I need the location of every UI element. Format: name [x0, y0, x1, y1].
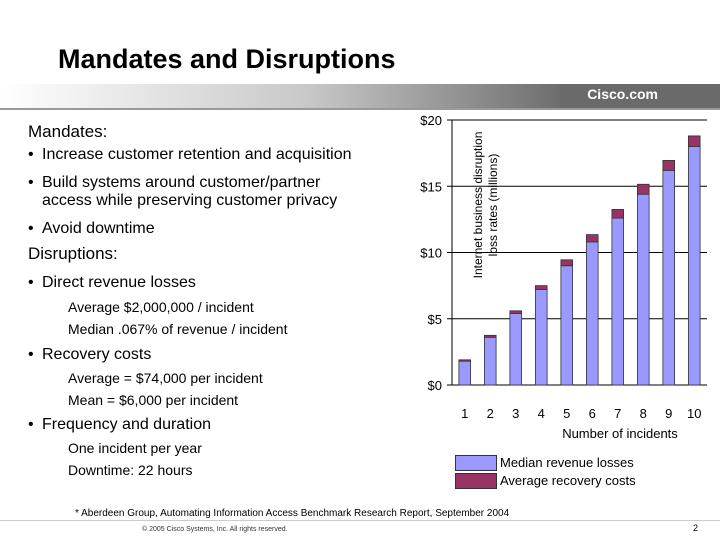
disruption-item-1: • Direct revenue losses — [28, 274, 196, 292]
bar-revenue-loss — [662, 169, 676, 386]
bar-revenue-loss — [611, 217, 625, 386]
bar-recovery-cost — [611, 209, 625, 219]
disruption-3-sub-1: One incident per year — [68, 440, 202, 456]
bullet-icon: • — [28, 346, 34, 363]
bar-recovery-cost — [560, 259, 574, 267]
mandates-heading: Mandates: — [28, 122, 108, 141]
bar-recovery-cost — [636, 183, 650, 195]
y-axis-title-line2: loss rates (millions) — [486, 154, 500, 257]
mandate-item-3: • Avoid downtime — [28, 220, 155, 238]
bar-recovery-cost — [534, 285, 548, 290]
legend-swatch-recovery — [455, 473, 497, 489]
bar-recovery-cost — [509, 310, 523, 314]
disruption-item-1-text: Direct revenue losses — [42, 274, 196, 291]
mandate-item-2: • Build systems around customer/partner — [28, 174, 320, 192]
bar-revenue-loss — [509, 313, 523, 386]
bar-recovery-cost — [458, 359, 472, 362]
x-tick-label: 4 — [538, 406, 545, 421]
bullet-icon: • — [28, 274, 34, 291]
bar-recovery-cost — [687, 135, 701, 147]
x-tick-label: 6 — [589, 406, 596, 421]
x-tick-label: 2 — [487, 406, 494, 421]
disruption-1-sub-2: Median .067% of revenue / incident — [68, 321, 288, 337]
copyright: © 2005 Cisco Systems, Inc. All rights re… — [142, 526, 288, 533]
bullet-icon: • — [28, 146, 34, 163]
bar-revenue-loss — [636, 193, 650, 386]
disruption-item-2: • Recovery costs — [28, 346, 151, 364]
y-tick-label: $20 — [420, 113, 442, 128]
x-tick-label: 8 — [640, 406, 647, 421]
y-tick-label: $10 — [420, 246, 442, 261]
brand-logo-text: Cisco.com — [587, 86, 658, 102]
x-axis-title: Number of incidents — [562, 426, 678, 441]
bullet-icon: • — [28, 174, 34, 191]
x-tick-label: 3 — [512, 406, 519, 421]
legend-label-recovery: Average recovery costs — [500, 473, 636, 488]
disruption-2-sub-2: Mean = $6,000 per incident — [68, 392, 239, 408]
legend-swatch-revenue — [455, 455, 497, 471]
disruption-3-sub-2: Downtime: 22 hours — [68, 462, 193, 478]
footer-rule — [0, 520, 720, 521]
x-tick-label: 9 — [665, 406, 672, 421]
header-gradient — [0, 84, 560, 108]
x-tick-label: 1 — [461, 406, 468, 421]
legend-label-revenue: Median revenue losses — [500, 455, 634, 470]
bar-revenue-loss — [687, 146, 701, 386]
bar-recovery-cost — [483, 334, 497, 338]
disruptions-heading: Disruptions: — [28, 244, 118, 263]
mandate-item-1-text: Increase customer retention and acquisit… — [42, 146, 352, 163]
bullet-icon: • — [28, 220, 34, 237]
bar-revenue-loss — [534, 289, 548, 386]
x-tick-label: 7 — [614, 406, 621, 421]
bar-recovery-cost — [585, 234, 599, 243]
disruption-2-sub-1: Average = $74,000 per incident — [68, 370, 263, 386]
page-number: 2 — [692, 523, 698, 533]
y-tick-label: $15 — [420, 179, 442, 194]
bar-revenue-loss — [458, 360, 472, 386]
bar-recovery-cost — [662, 160, 676, 171]
bar-revenue-loss — [585, 241, 599, 386]
y-tick-label: $5 — [428, 312, 442, 327]
x-tick-label: 5 — [563, 406, 570, 421]
mandate-item-1: • Increase customer retention and acquisi… — [28, 146, 352, 164]
header-rule — [0, 108, 720, 110]
bar-revenue-loss — [483, 336, 497, 386]
mandate-item-2-cont: access while preserving customer privacy — [42, 192, 338, 209]
x-tick-label: 10 — [687, 406, 701, 421]
disruption-item-3-text: Frequency and duration — [42, 416, 211, 433]
disruption-item-2-text: Recovery costs — [42, 346, 152, 363]
header-dark-block — [560, 84, 720, 108]
bullet-icon: • — [28, 416, 34, 433]
bar-revenue-loss — [560, 265, 574, 386]
y-axis-title: Internet business disruption — [471, 132, 485, 279]
page-title: Mandates and Disruptions — [58, 44, 396, 74]
disruption-1-sub-1: Average $2,000,000 / incident — [68, 299, 254, 315]
disruption-item-3: • Frequency and duration — [28, 416, 211, 434]
mandate-item-2-text: Build systems around customer/partner — [42, 174, 321, 191]
y-tick-label: $0 — [428, 378, 442, 393]
header-bar: Cisco.com — [0, 84, 720, 110]
footnote: * Aberdeen Group, Automating Information… — [75, 508, 510, 519]
mandate-item-3-text: Avoid downtime — [42, 220, 155, 237]
